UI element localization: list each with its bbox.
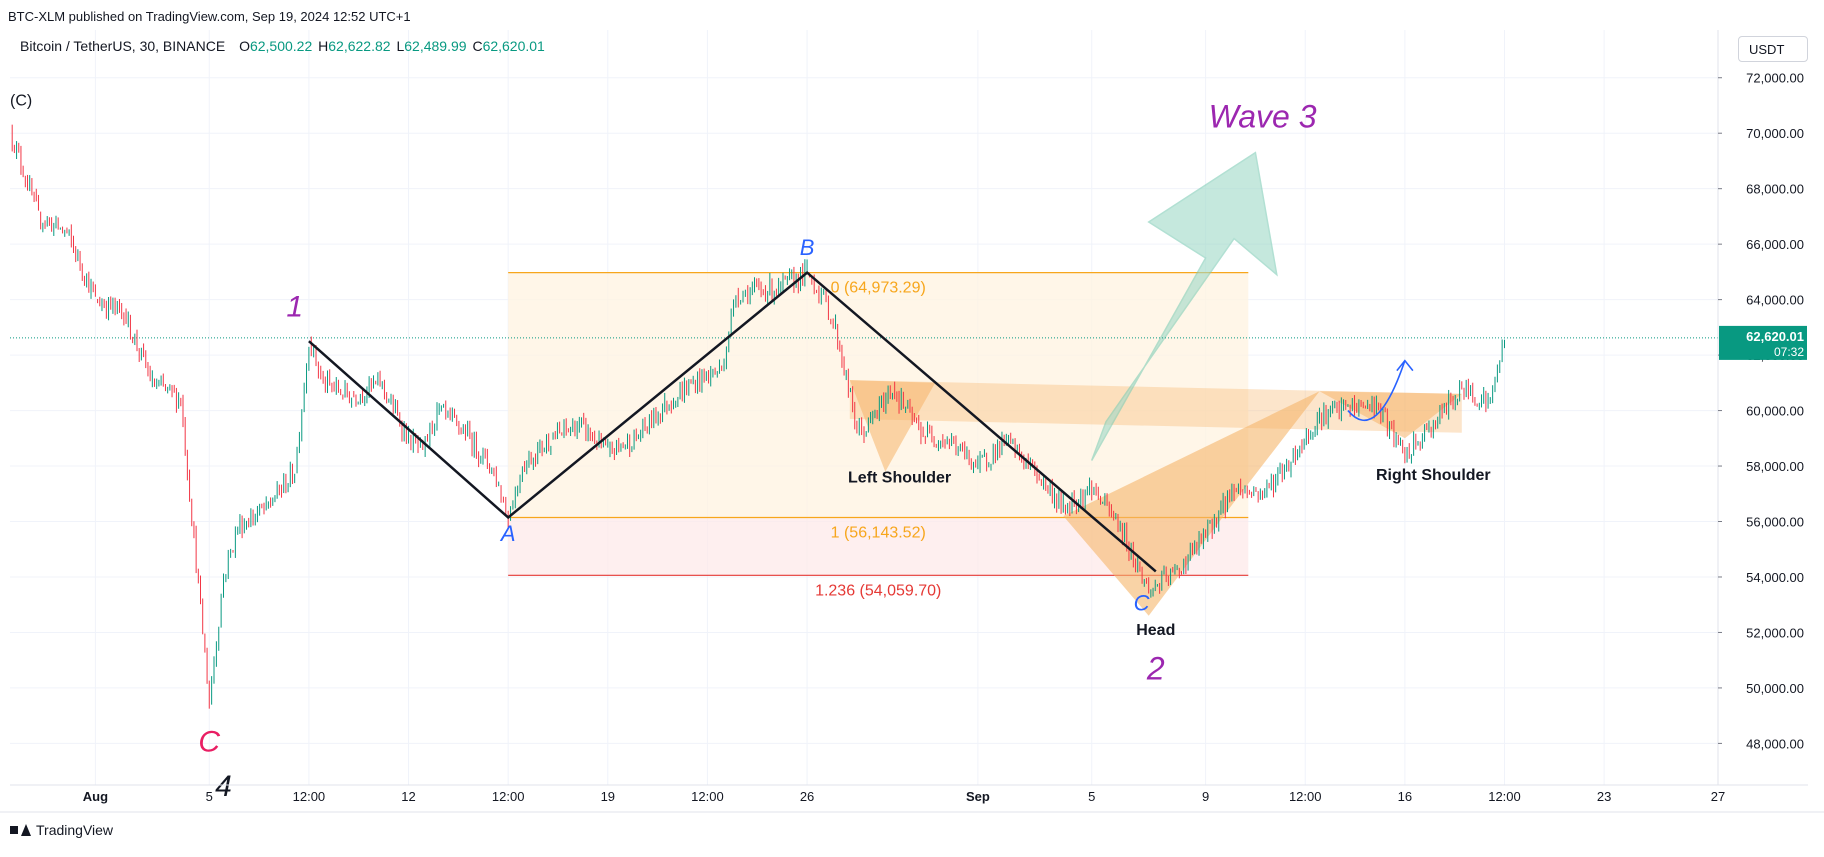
- low-value: 62,489.99: [404, 38, 467, 54]
- currency-button[interactable]: USDT: [1738, 36, 1808, 62]
- close-value: 62,620.01: [482, 38, 545, 54]
- annotation-label: Head: [1136, 622, 1175, 639]
- annotation-label: (C): [10, 92, 32, 109]
- head-shape: [1063, 391, 1320, 616]
- fib-level-label: 1.236 (54,059.70): [815, 582, 941, 599]
- fib-level-label: 1 (56,143.52): [831, 525, 926, 542]
- time-tick-label: 16: [1398, 789, 1412, 804]
- price-tick-label: 48,000.00: [1746, 736, 1804, 751]
- last-price-badge: [1719, 325, 1807, 360]
- high-value: 62,622.82: [328, 38, 391, 54]
- time-tick-label: 27: [1711, 789, 1725, 804]
- annotation-label: 4: [215, 770, 232, 803]
- last-price-value: 62,620.01: [1746, 329, 1804, 344]
- time-tick-label: Sep: [966, 789, 990, 804]
- time-tick-label: 12:00: [492, 789, 525, 804]
- time-tick-label: 5: [206, 789, 213, 804]
- annotation-label: Right Shoulder: [1376, 467, 1491, 484]
- price-tick-label: 60,000.00: [1746, 404, 1804, 419]
- curved-arrow-head-icon: [1396, 359, 1414, 372]
- time-tick-label: 12:00: [1289, 789, 1322, 804]
- annotation-label: Left Shoulder: [848, 470, 951, 487]
- annotation-label: 2: [1146, 651, 1165, 687]
- last-price-countdown: 07:32: [1774, 345, 1804, 359]
- price-tick-label: 64,000.00: [1746, 293, 1804, 308]
- time-tick-label: Aug: [83, 789, 108, 804]
- time-tick-label: 9: [1202, 789, 1209, 804]
- price-tick-label: 56,000.00: [1746, 515, 1804, 530]
- annotation-label: Wave 3: [1209, 99, 1317, 135]
- annotation-label: C: [1134, 590, 1150, 615]
- annotation-label: B: [800, 235, 815, 260]
- price-tick-label: 66,000.00: [1746, 237, 1804, 252]
- time-tick-label: 12:00: [293, 789, 326, 804]
- price-tick-label: 58,000.00: [1746, 459, 1804, 474]
- price-tick-label: 52,000.00: [1746, 625, 1804, 640]
- price-tick-label: 54,000.00: [1746, 570, 1804, 585]
- time-tick-label: 12: [401, 789, 415, 804]
- published-line: BTC-XLM published on TradingView.com, Se…: [8, 9, 411, 24]
- price-tick-label: 70,000.00: [1746, 126, 1804, 141]
- time-tick-label: 12:00: [1488, 789, 1521, 804]
- price-tick-label: 72,000.00: [1746, 71, 1804, 86]
- price-tick-label: 50,000.00: [1746, 681, 1804, 696]
- wave-3-arrow: [1090, 151, 1278, 461]
- close-label: C: [472, 38, 483, 54]
- symbol-line: Bitcoin / TetherUS, 30, BINANCE O62,500.…: [20, 38, 547, 54]
- low-label: L: [396, 38, 405, 54]
- symbol-name[interactable]: Bitcoin / TetherUS, 30, BINANCE: [20, 38, 226, 54]
- price-axis: 48,000.00 50,000.00 52,000.00 54,000.00 56,0…: [1717, 30, 1807, 785]
- fib-level-label: 0 (64,973.29): [831, 280, 926, 297]
- annotation-label: 1: [286, 290, 303, 323]
- abc-correction-lines: [308, 270, 1157, 573]
- price-tick-label: 68,000.00: [1746, 182, 1804, 197]
- right-shoulder-shape: [1319, 391, 1462, 439]
- curved-arrow: [1347, 360, 1406, 422]
- annotation-label: C: [198, 726, 220, 759]
- candles: [11, 124, 1505, 709]
- open-value: 62,500.22: [249, 38, 313, 54]
- brand-label: TradingView: [36, 822, 114, 838]
- annotation-label: A: [499, 521, 516, 546]
- time-tick-label: 23: [1597, 789, 1611, 804]
- left-shoulder-shape: [849, 380, 936, 472]
- time-tick-label: 26: [800, 789, 814, 804]
- time-tick-label: 12:00: [691, 789, 724, 804]
- open-label: O: [239, 38, 250, 54]
- tradingview-brand[interactable]: TradingView: [10, 822, 113, 838]
- tradingview-logo-icon: [10, 824, 32, 836]
- time-axis: Aug 5 12:00 12 12:00 19 12:00 26 Sep 5 9 12:00 16 12:…: [10, 784, 1808, 804]
- high-label: H: [318, 38, 329, 54]
- time-tick-label: 5: [1088, 789, 1095, 804]
- neckline-band: [849, 380, 1462, 433]
- time-tick-label: 19: [601, 789, 615, 804]
